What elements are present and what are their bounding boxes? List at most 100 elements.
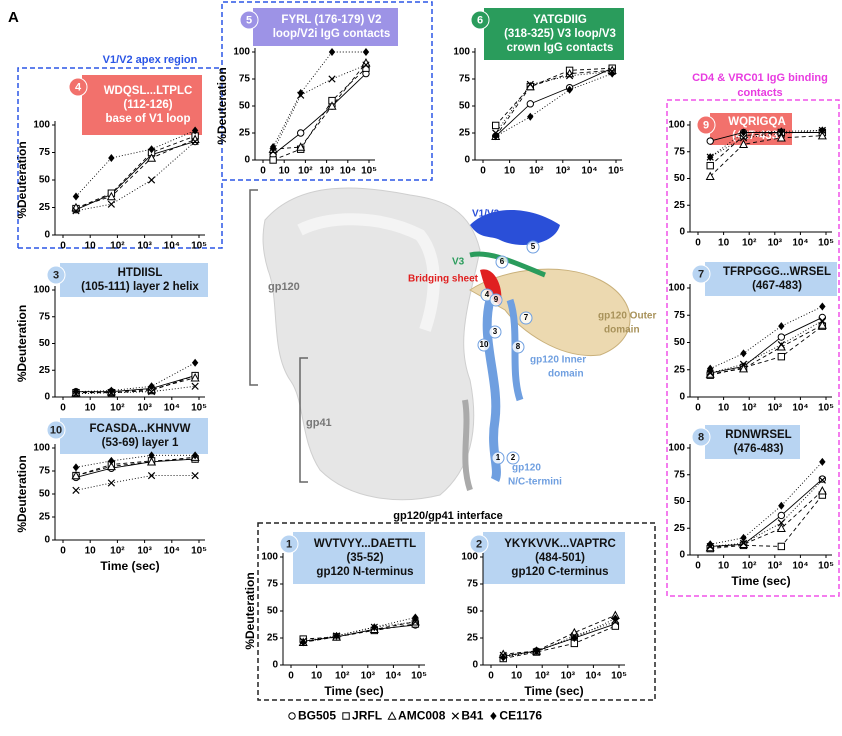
x-tick-label: 10³ [137,546,152,557]
panel: WVTVYY...DAETTL(35-52)gp120 N-terminus10… [243,532,427,698]
series-line [76,376,195,392]
y-tick-label: 25 [674,523,686,534]
y-tick-label: 50 [39,175,51,186]
x-tick-label: 10⁵ [818,238,834,249]
y-tick-label: 75 [674,146,686,157]
x-tick-label: 10⁴ [585,671,601,682]
legend-marker [289,713,295,719]
y-axis-label: %Deuteration [15,305,29,382]
series-line [503,619,615,658]
x-tick-label: 10⁴ [164,241,180,252]
marker [73,463,79,471]
panel-title: TFRPGGG...WRSEL [723,266,831,278]
y-tick-label: 50 [239,101,251,112]
x-axis-label: Time (sec) [324,684,383,698]
region-label: V1/V2 apex region [103,54,198,66]
cd4-box [667,100,839,596]
series-line [76,142,195,211]
panel-title: YKYKVVK...VAPTRC [504,538,616,550]
marker [819,458,825,466]
figure: A V1/V2 apex region CD4 & VRC01 IgG bind… [0,0,842,736]
x-tick-label: 10 [85,241,97,252]
y-tick-label: 75 [39,311,51,322]
site-number: 2 [511,453,516,462]
panel: FCASDA...KHNVW(53-69) layer 110025507510… [15,418,208,573]
y-tick-label: 100 [261,552,278,563]
x-tick-label: 10 [311,671,323,682]
y-tick-label: 75 [459,74,471,85]
x-tick-label: 10 [718,561,730,572]
y-tick-label: 75 [239,74,251,85]
panel-title: loop/V2i IgG contacts [273,28,391,40]
x-tick-label: 10³ [768,403,783,414]
marker [192,359,198,367]
x-tick-label: 0 [695,238,701,249]
x-tick-label: 10 [279,166,291,177]
panel-title: WVTVYY...DAETTL [314,538,416,550]
y-axis-label: %Deuteration [15,455,29,532]
structure-label: Bridging sheet [408,274,479,285]
panel-title: FYRL (176-179) V2 [281,14,381,26]
series-line [303,617,415,642]
panel: WQRIGQA(427-433)9025507510001010²10³10⁴1… [668,113,834,249]
y-tick-label: 0 [472,660,478,671]
y-tick-label: 0 [44,230,50,241]
x-tick-label: 10³ [319,166,334,177]
badge-number: 9 [703,119,709,131]
series-line [76,139,195,207]
marker [707,162,713,168]
marker [819,303,825,311]
y-axis-label: %Deuteration [215,67,229,144]
y-axis-label: %Deuteration [243,572,257,649]
panel-title: (112-126) [123,99,172,111]
panel-title: (476-483) [734,443,784,455]
x-tick-label: 10⁵ [191,241,207,252]
structure-label: gp120 Outer [598,311,656,322]
panel-title: (467-483) [752,280,802,292]
structure-label: V3 [452,257,465,268]
panel-label: A [8,9,19,26]
legend-label: B41 [461,709,483,723]
panel-title: (318-325) V3 loop/V3 [504,28,616,40]
y-tick-label: 100 [233,47,250,58]
series-line [710,462,822,544]
site-number: 6 [500,257,505,266]
x-tick-label: 10⁴ [385,671,401,682]
site-number: 5 [531,242,536,251]
legend-label: JRFL [352,709,382,723]
marker [192,472,198,478]
y-tick-label: 25 [39,512,51,523]
marker [329,76,335,82]
series-line [503,615,615,654]
y-tick-label: 25 [39,202,51,213]
y-tick-label: 75 [39,466,51,477]
x-tick-label: 10⁵ [361,166,377,177]
structure-label: V1/V2 [472,209,500,220]
y-tick-label: 75 [674,469,686,480]
y-tick-label: 50 [39,338,51,349]
x-tick-label: 10 [718,238,730,249]
x-tick-label: 10⁴ [792,561,808,572]
x-tick-label: 0 [695,403,701,414]
series-line [303,622,415,643]
legend-marker [343,713,349,719]
series-line [710,491,822,548]
x-tick-label: 10³ [768,238,783,249]
x-tick-label: 10² [529,166,544,177]
marker [819,314,825,320]
panel-title: FCASDA...KHNVW [90,423,191,435]
x-tick-label: 10 [511,671,523,682]
y-tick-label: 100 [461,552,478,563]
x-tick-label: 10⁵ [608,166,624,177]
y-tick-label: 25 [674,200,686,211]
marker [778,512,784,518]
y-tick-label: 75 [39,147,51,158]
structure-label: gp120 Inner [530,355,586,366]
panel: WDQSL...LTPLC(112-126)base of V1 loop402… [15,75,207,252]
marker [297,89,303,97]
marker [73,487,79,493]
structure-label: gp120 [268,281,300,293]
series-line [710,325,822,374]
x-tick-label: 10 [504,166,516,177]
x-tick-label: 10² [742,561,757,572]
